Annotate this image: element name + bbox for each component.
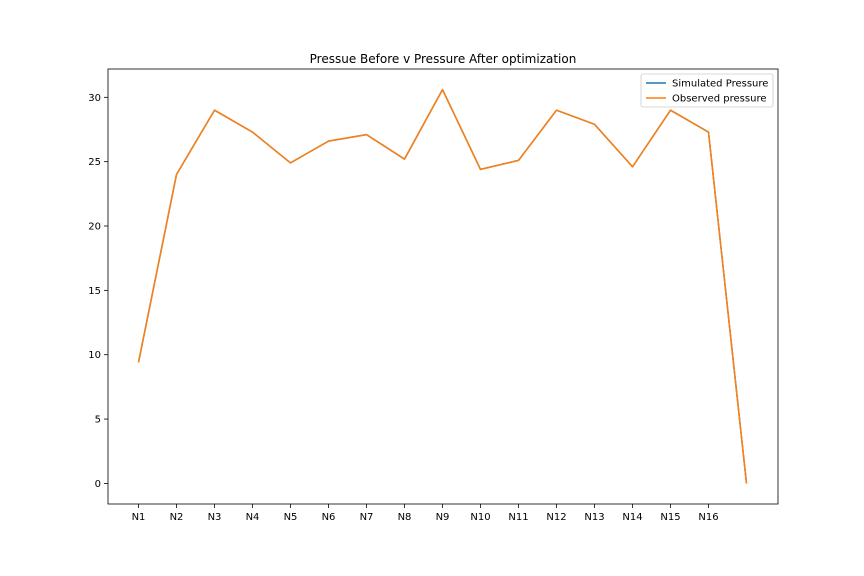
legend-label-2: Observed pressure <box>672 94 766 105</box>
y-tick-label: 0 <box>95 479 101 490</box>
x-tick-label: N14 <box>622 512 642 523</box>
x-tick-label: N1 <box>132 512 146 523</box>
x-tick-label: N15 <box>660 512 680 523</box>
x-tick-label: N10 <box>470 512 490 523</box>
x-tick-label: N5 <box>284 512 298 523</box>
y-tick-label: 5 <box>95 415 101 426</box>
x-tick-label: N16 <box>698 512 718 523</box>
series-layer <box>137 88 748 484</box>
legend-label-1: Simulated Pressure <box>672 79 768 90</box>
series-line-2 <box>137 88 748 484</box>
x-tick-label: N2 <box>170 512 184 523</box>
y-tick-label: 10 <box>88 350 101 361</box>
y-tick-label: 15 <box>88 286 101 297</box>
x-tick-label: N4 <box>246 512 260 523</box>
plot-frame <box>107 68 779 505</box>
x-tick-label: N11 <box>508 512 528 523</box>
x-tick-label: N3 <box>208 512 222 523</box>
x-tick-label: N13 <box>584 512 604 523</box>
x-tick-label: N8 <box>398 512 412 523</box>
axes: 0 5 10 15 20 25 30 N1 N2 N3 N4 N5 N6 N7 N8 N9 N10 N11 N12 N… <box>88 68 779 523</box>
x-tick-label: N6 <box>322 512 336 523</box>
x-tick-label: N12 <box>546 512 566 523</box>
x-tick-label: N9 <box>436 512 450 523</box>
chart-title: Pressue Before v Pressure After optimiza… <box>310 52 577 66</box>
legend-box <box>640 73 774 108</box>
y-tick-label: 30 <box>88 93 101 104</box>
y-tick-label: 20 <box>88 222 101 233</box>
legend: Simulated Pressure Observed pressure <box>640 73 774 108</box>
y-tick-label: 25 <box>88 157 101 168</box>
x-tick-label: N7 <box>360 512 374 523</box>
